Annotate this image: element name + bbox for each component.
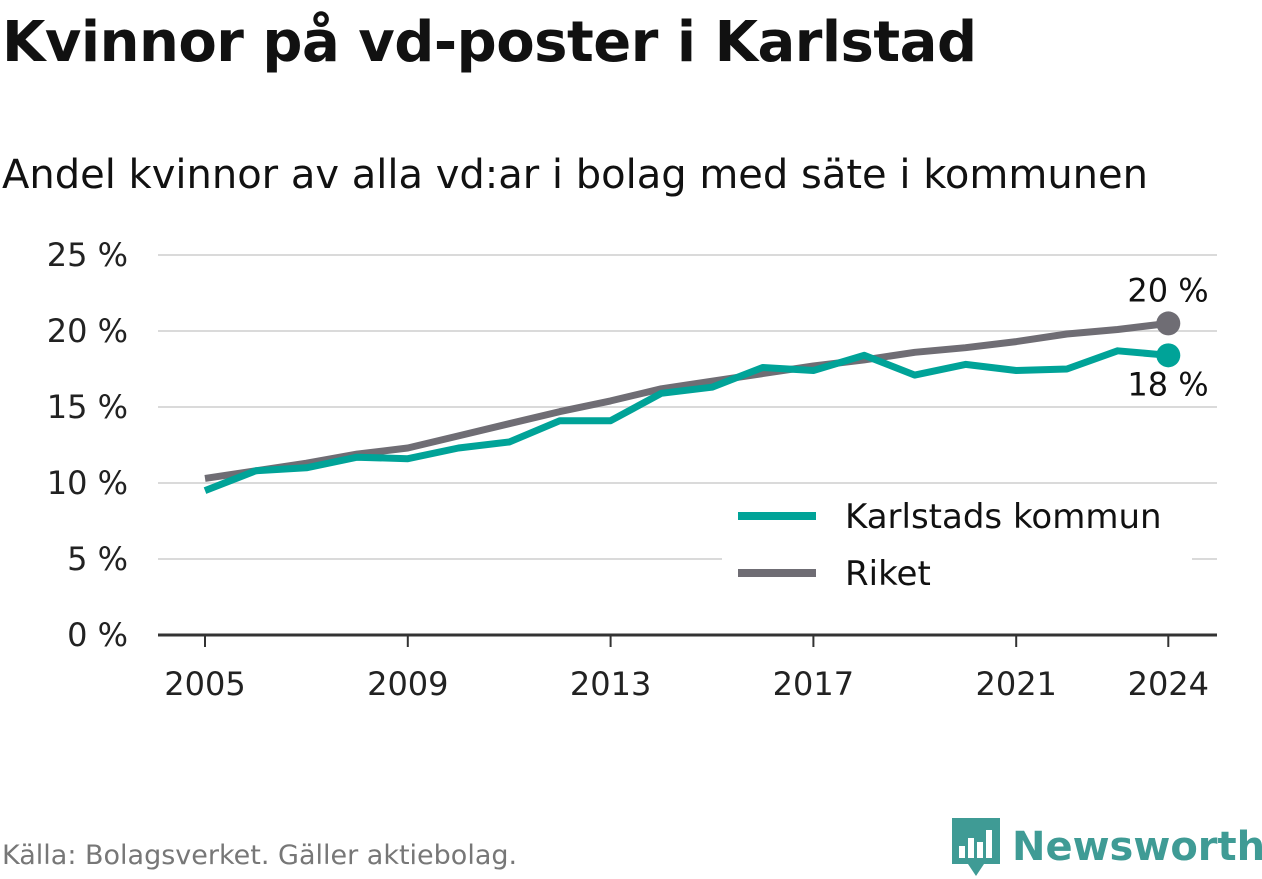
y-tick-label: 15 % — [47, 388, 128, 426]
legend-label: Riket — [845, 554, 931, 594]
x-tick-label: 2021 — [975, 665, 1056, 703]
y-tick-label: 0 % — [67, 616, 128, 654]
x-tick-label: 2013 — [570, 665, 651, 703]
series-lines — [203, 311, 1181, 494]
y-tick-label: 5 % — [67, 540, 128, 578]
chart-title: Kvinnor på vd-poster i Karlstad — [2, 10, 977, 75]
end-labels: 20 % 18 % — [1127, 271, 1208, 403]
series-end-label: 20 % — [1127, 271, 1208, 309]
series-line-karlstad — [203, 347, 1169, 494]
y-tick-label: 10 % — [47, 464, 128, 502]
series-line-riket — [204, 319, 1169, 482]
newsworthy-logo-icon — [952, 818, 1000, 876]
x-tick-label: 2024 — [1128, 665, 1209, 703]
gridlines — [158, 254, 1217, 560]
series-end-label: 18 % — [1127, 365, 1208, 403]
legend-label: Karlstads kommun — [845, 497, 1162, 537]
series-end-point — [1156, 343, 1181, 368]
legend: Karlstads kommun Riket — [722, 484, 1192, 604]
brand-logo: Newsworthy — [950, 816, 1262, 878]
legend-background — [722, 484, 1192, 604]
x-tick-label: 2005 — [164, 665, 245, 703]
y-axis-tick-labels: 0 % 5 % 10 % 15 % 20 % 25 % — [47, 236, 128, 654]
chart-subtitle: Andel kvinnor av alla vd:ar i bolag med … — [2, 152, 1148, 198]
series-end-point — [1156, 311, 1181, 336]
y-tick-label: 20 % — [47, 312, 128, 350]
x-axis: 2005 2009 2013 2017 2021 2024 — [158, 633, 1217, 703]
brand-name: Newsworthy — [1012, 824, 1262, 870]
y-tick-label: 25 % — [47, 236, 128, 274]
x-tick-label: 2009 — [367, 665, 448, 703]
source-note: Källa: Bolagsverket. Gäller aktiebolag. — [2, 840, 518, 871]
x-tick-label: 2017 — [773, 665, 854, 703]
